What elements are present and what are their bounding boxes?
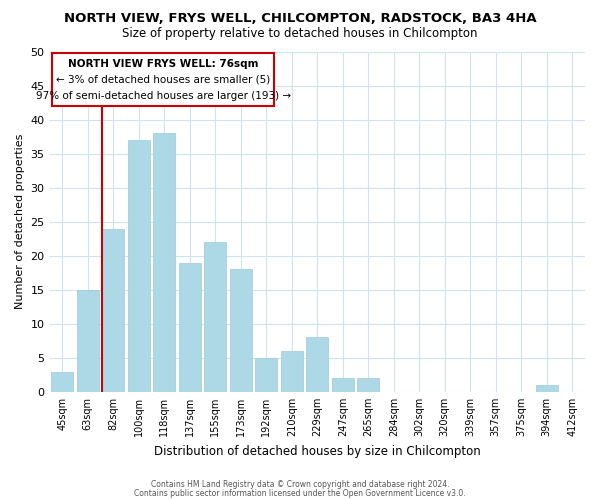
Bar	[154, 133, 175, 392]
Bar	[128, 140, 149, 392]
Bar	[179, 262, 200, 392]
Bar	[536, 385, 557, 392]
Bar	[307, 338, 328, 392]
Text: NORTH VIEW, FRYS WELL, CHILCOMPTON, RADSTOCK, BA3 4HA: NORTH VIEW, FRYS WELL, CHILCOMPTON, RADS…	[64, 12, 536, 26]
Bar	[358, 378, 379, 392]
Bar	[332, 378, 353, 392]
Bar	[103, 228, 124, 392]
Bar	[205, 242, 226, 392]
Bar	[77, 290, 98, 392]
Bar	[52, 372, 73, 392]
Bar	[281, 351, 302, 392]
Y-axis label: Number of detached properties: Number of detached properties	[15, 134, 25, 310]
Bar	[256, 358, 277, 392]
Bar	[230, 270, 251, 392]
Text: Size of property relative to detached houses in Chilcompton: Size of property relative to detached ho…	[122, 28, 478, 40]
Text: Contains public sector information licensed under the Open Government Licence v3: Contains public sector information licen…	[134, 489, 466, 498]
X-axis label: Distribution of detached houses by size in Chilcompton: Distribution of detached houses by size …	[154, 444, 481, 458]
Text: Contains HM Land Registry data © Crown copyright and database right 2024.: Contains HM Land Registry data © Crown c…	[151, 480, 449, 489]
